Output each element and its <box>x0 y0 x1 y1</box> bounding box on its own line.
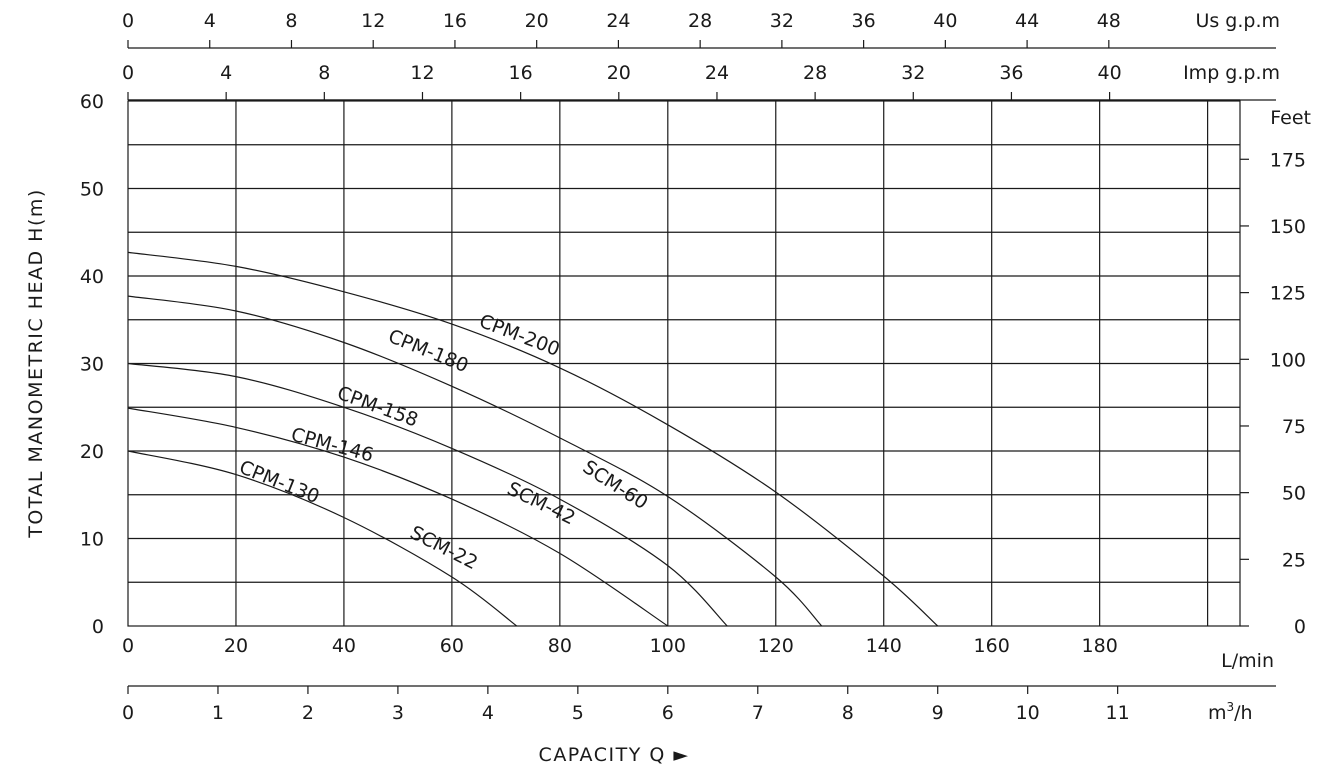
impgpm-tick-label: 40 <box>1098 62 1122 84</box>
m3h-tick-label: 8 <box>842 702 854 724</box>
series-layer <box>127 251 939 627</box>
lmin-tick-label: 80 <box>548 635 572 657</box>
head-m-tick-label: 60 <box>80 91 104 113</box>
curve-label-cpm-180: CPM-180 <box>385 325 471 377</box>
usgpm-tick-label: 48 <box>1097 10 1121 32</box>
m3h-tick-label: 5 <box>572 702 584 724</box>
m3h-tick-label: 7 <box>752 702 764 724</box>
annotation-scm-22: SCM-22 <box>406 522 481 575</box>
lmin-tick-label: 140 <box>866 635 902 657</box>
head-m-tick-label: 40 <box>80 266 104 288</box>
impgpm-tick-label: 8 <box>318 62 330 84</box>
y-axis-title: TOTAL MANOMETRIC HEAD H(m) <box>25 188 47 539</box>
usgpm-tick-label: 44 <box>1015 10 1039 32</box>
curve-cpm-200 <box>127 251 939 627</box>
feet-unit-label: Feet <box>1270 107 1311 129</box>
head-ft-tick-label: 25 <box>1282 549 1306 571</box>
usgpm-tick-label: 4 <box>204 10 216 32</box>
lmin-tick-label: 100 <box>650 635 686 657</box>
impgpm-tick-label: 16 <box>509 62 533 84</box>
curve-cpm-146 <box>127 407 669 627</box>
usgpm-tick-label: 12 <box>361 10 385 32</box>
lmin-tick-label: 20 <box>224 635 248 657</box>
curve-label-cpm-158: CPM-158 <box>334 382 421 431</box>
usgpm-tick-label: 24 <box>606 10 630 32</box>
usgpm-unit-label: Us g.p.m <box>1195 10 1280 32</box>
impgpm-tick-label: 28 <box>803 62 827 84</box>
head-ft-tick-label: 0 <box>1294 616 1306 638</box>
m3h-tick-label: 2 <box>302 702 314 724</box>
curve-label-cpm-130: CPM-130 <box>236 456 322 508</box>
impgpm-tick-label: 20 <box>607 62 631 84</box>
m3h-unit-label: m3/h <box>1208 700 1253 724</box>
m3h-tick-label: 10 <box>1016 702 1040 724</box>
m3h-tick-label: 9 <box>932 702 944 724</box>
m3h-tick-label: 3 <box>392 702 404 724</box>
m3h-tick-label: 11 <box>1106 702 1130 724</box>
lmin-tick-label: 160 <box>974 635 1010 657</box>
curve-cpm-130 <box>127 450 518 627</box>
curve-cpm-180 <box>127 295 823 627</box>
impgpm-tick-label: 36 <box>999 62 1023 84</box>
head-m-tick-label: 30 <box>80 354 104 376</box>
lmin-unit-label: L/min <box>1221 650 1274 672</box>
x-axis-title: CAPACITY Q ► <box>539 744 690 766</box>
usgpm-tick-label: 40 <box>933 10 957 32</box>
m3h-tick-label: 1 <box>212 702 224 724</box>
usgpm-tick-label: 0 <box>122 10 134 32</box>
impgpm-tick-label: 32 <box>901 62 925 84</box>
head-m-tick-label: 50 <box>80 179 104 201</box>
annotation-scm-42: SCM-42 <box>504 478 579 530</box>
lmin-tick-label: 40 <box>332 635 356 657</box>
head-ft-tick-label: 125 <box>1270 283 1306 305</box>
head-m-tick-label: 0 <box>92 616 104 638</box>
curve-cpm-158 <box>127 362 728 627</box>
usgpm-tick-label: 16 <box>443 10 467 32</box>
m3h-tick-label: 4 <box>482 702 494 724</box>
curve-label-cpm-146: CPM-146 <box>289 424 376 467</box>
head-ft-tick-label: 75 <box>1282 416 1306 438</box>
head-m-tick-label: 20 <box>80 441 104 463</box>
head-ft-tick-label: 50 <box>1282 483 1306 505</box>
m3h-tick-label: 6 <box>662 702 674 724</box>
usgpm-tick-label: 8 <box>285 10 297 32</box>
curve-label-cpm-200: CPM-200 <box>476 310 563 361</box>
impgpm-unit-label: Imp g.p.m <box>1183 62 1280 84</box>
impgpm-tick-label: 0 <box>122 62 134 84</box>
lmin-tick-label: 180 <box>1082 635 1118 657</box>
lmin-tick-label: 0 <box>122 635 134 657</box>
head-ft-tick-label: 100 <box>1270 349 1306 371</box>
usgpm-tick-label: 28 <box>688 10 712 32</box>
grid-layer <box>127 99 1241 627</box>
head-ft-tick-label: 175 <box>1270 149 1306 171</box>
usgpm-tick-label: 32 <box>770 10 794 32</box>
head-m-tick-label: 10 <box>80 529 104 551</box>
usgpm-tick-label: 20 <box>525 10 549 32</box>
impgpm-tick-label: 12 <box>410 62 434 84</box>
annotation-scm-60: SCM-60 <box>579 456 652 514</box>
impgpm-tick-label: 4 <box>220 62 232 84</box>
usgpm-tick-label: 36 <box>852 10 876 32</box>
head-ft-tick-label: 150 <box>1270 216 1306 238</box>
m3h-tick-label: 0 <box>122 702 134 724</box>
lmin-tick-label: 60 <box>440 635 464 657</box>
lmin-tick-label: 120 <box>758 635 794 657</box>
impgpm-tick-label: 24 <box>705 62 729 84</box>
